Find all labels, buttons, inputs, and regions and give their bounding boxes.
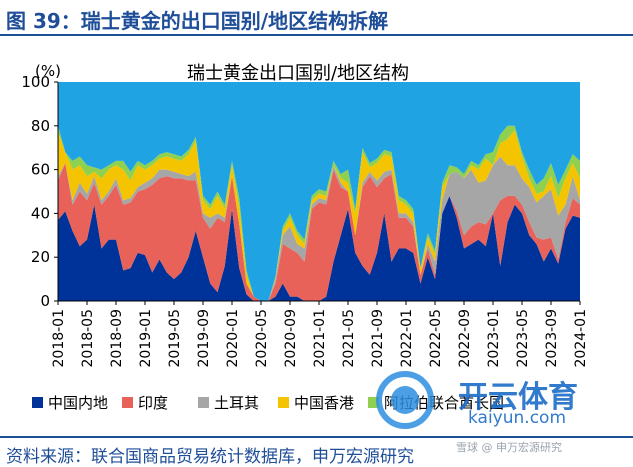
x-tick-labels: 2018-01 2018-05 2018-09 2019-01 2019-05 2019-… [51, 309, 589, 368]
y-axis-unit-label: (%) [35, 62, 61, 80]
x-tick-label: 2019-05 [167, 309, 183, 368]
x-tick-label: 2022-09 [457, 309, 473, 368]
x-tick-label: 2020-01 [225, 309, 241, 368]
figure-header: 图 39：瑞士黄金的出口国别/地区结构拆解 [0, 0, 633, 36]
watermark-sub: 雪球 @ 申万宏源研究 [456, 441, 562, 454]
area-series-2 [58, 163, 580, 301]
legend-swatch-3 [198, 397, 209, 408]
chart-title: 瑞士黄金出口国别/地区结构 [187, 63, 409, 84]
x-tick-label: 2022-05 [428, 309, 444, 368]
legend-swatch-4 [278, 397, 289, 408]
x-tick-label: 2022-01 [399, 309, 415, 368]
y-tick-label: 20 [31, 248, 50, 266]
legend-swatch-2 [122, 397, 133, 408]
area-series-5 [58, 125, 580, 301]
x-tick-label: 2023-09 [544, 309, 560, 368]
legend-label-3: 土耳其 [214, 394, 259, 412]
x-tick-label: 2021-09 [370, 309, 386, 368]
legend-label-1: 中国内地 [48, 394, 108, 412]
x-tick-label: 2019-01 [138, 309, 154, 368]
x-tick-label: 2021-05 [341, 309, 357, 368]
y-tick-labels: 0 20 40 60 80 100 [21, 73, 50, 310]
x-tick-label: 2020-09 [283, 309, 299, 368]
legend-label-4: 中国香港 [294, 394, 354, 412]
x-tick-label: 2023-05 [515, 309, 531, 368]
y-tick-label: 60 [31, 161, 50, 179]
x-tick-label: 2024-01 [573, 309, 589, 368]
x-tick-label: 2020-05 [254, 309, 270, 368]
source-bar: 资料来源：联合国商品贸易统计数据库，申万宏源研究 [0, 436, 633, 467]
x-tick-label: 2023-01 [486, 309, 502, 368]
axes [54, 81, 581, 305]
legend-swatch-1 [32, 397, 43, 408]
y-tick-label: 100 [21, 73, 50, 91]
area-series-3 [58, 156, 580, 301]
figure-title: 图 39：瑞士黄金的出口国别/地区结构拆解 [6, 9, 389, 33]
watermark-logo-icon [376, 371, 434, 429]
x-tick-label: 2019-09 [196, 309, 212, 368]
x-tick-label: 2018-01 [51, 309, 67, 368]
area-series-4 [58, 130, 580, 301]
legend-swatch-5 [368, 397, 379, 408]
x-tick-label: 2021-01 [312, 309, 328, 368]
y-tick-label: 0 [40, 292, 50, 310]
legend-label-2: 印度 [138, 394, 168, 412]
source-note: 资料来源：联合国商品贸易统计数据库，申万宏源研究 [6, 447, 414, 467]
area-layers [58, 82, 580, 301]
y-tick-label: 40 [31, 204, 50, 222]
y-tick-label: 80 [31, 117, 50, 135]
x-tick-label: 2018-09 [109, 309, 125, 368]
x-tick-label: 2018-05 [80, 309, 96, 368]
area-series-6 [58, 82, 580, 301]
area-series-1 [58, 195, 580, 301]
